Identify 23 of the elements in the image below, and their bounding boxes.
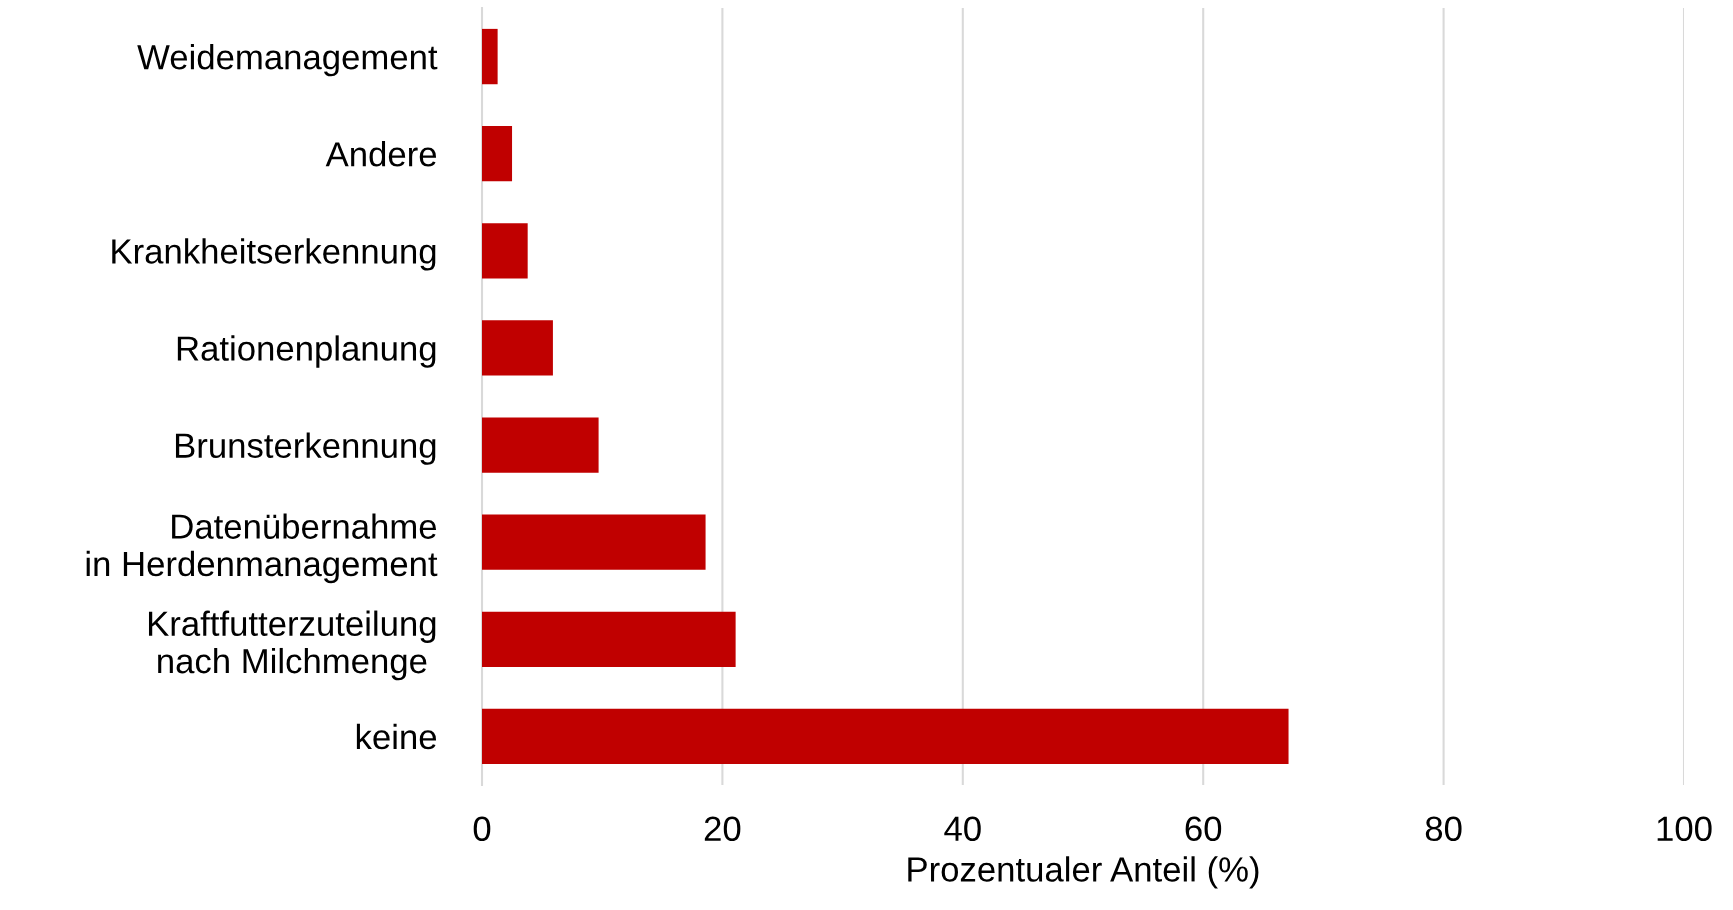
x-tick-label: 80	[1425, 816, 1462, 842]
bar	[482, 320, 553, 376]
bar	[482, 514, 706, 570]
y-tick-label: Rationenplanung	[177, 335, 436, 368]
bar	[482, 28, 498, 85]
x-tick-label: 100	[1657, 816, 1712, 842]
x-tick-label: 40	[944, 816, 981, 842]
y-tick-label: keine	[356, 723, 437, 750]
bar	[482, 708, 1289, 765]
x-axis-title: Prozentualer Anteil (%)	[908, 856, 1259, 889]
x-tick-label: 60	[1185, 816, 1222, 842]
x-tick-label: 0	[473, 816, 491, 842]
y-tick-label: Datenübernahme in Herdenmanagement	[86, 513, 438, 584]
x-tick-label: 20	[704, 816, 741, 842]
bar	[482, 611, 736, 667]
y-tick-label: Krankheitserkennung	[112, 238, 436, 271]
bar	[482, 223, 528, 279]
bar	[482, 126, 513, 182]
y-tick-label: Weidemanagement	[137, 43, 438, 77]
y-tick-label: Kraftfutterzuteilung nach Milchmenge	[148, 610, 436, 681]
y-tick-label: Andere	[325, 141, 437, 167]
bar	[482, 417, 599, 473]
y-tick-label: Brunsterkennung	[175, 432, 436, 465]
